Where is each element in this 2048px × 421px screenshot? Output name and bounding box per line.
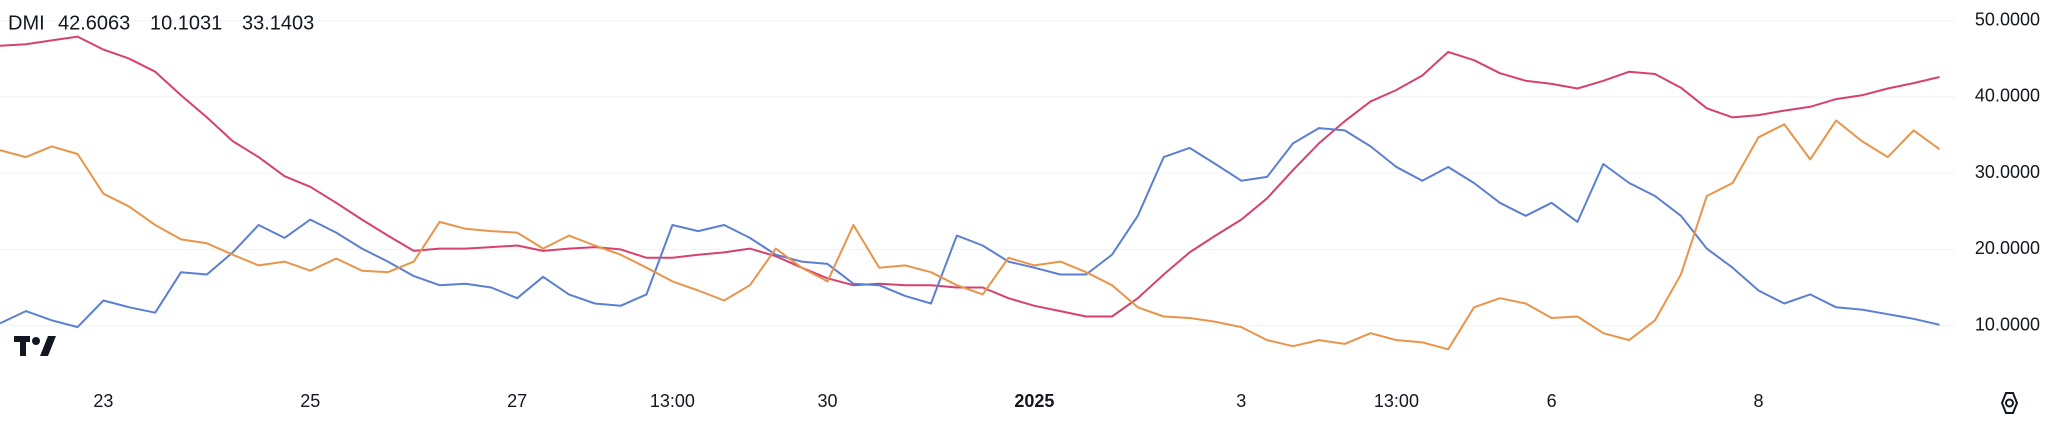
series-line [0,35,1940,318]
x-tick-label: 8 [1753,391,1763,411]
y-tick-label: 30.0000 [1975,162,2040,182]
y-tick-label: 50.0000 [1975,9,2040,29]
settings-icon[interactable] [2000,392,2019,414]
x-tick-label: 30 [818,391,838,411]
y-tick-label: 20.0000 [1975,238,2040,258]
chart-title: DMI [8,12,45,34]
x-tick-label: 25 [300,391,320,411]
x-tick-label: 6 [1547,391,1557,411]
series-line [0,119,1941,351]
series-line [0,127,1940,329]
legend-value: 42.6063 [58,12,130,34]
x-tick-label: 2025 [1014,391,1054,411]
legend-value: 33.1403 [242,12,314,34]
y-tick-label: 10.0000 [1975,314,2040,334]
x-tick-label: 3 [1236,391,1246,411]
x-tick-label: 23 [93,391,113,411]
logo [14,336,56,356]
x-tick-label: 27 [507,391,527,411]
x-tick-label: 13:00 [1374,391,1419,411]
legend-value: 10.1031 [150,12,222,34]
x-tick-label: 13:00 [650,391,695,411]
y-tick-label: 40.0000 [1975,86,2040,106]
